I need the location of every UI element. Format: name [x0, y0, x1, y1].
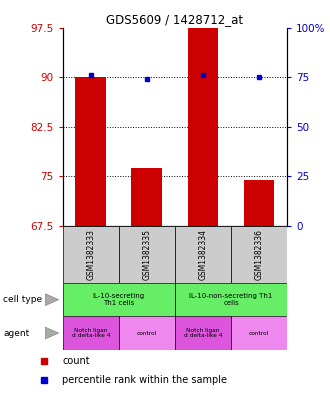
Text: agent: agent — [3, 329, 30, 338]
Bar — [131, 169, 162, 226]
Bar — [175, 283, 287, 316]
Text: Notch ligan
d delta-like 4: Notch ligan d delta-like 4 — [72, 328, 110, 338]
Text: percentile rank within the sample: percentile rank within the sample — [62, 375, 227, 386]
Text: control: control — [137, 331, 157, 336]
Text: GSM1382334: GSM1382334 — [198, 229, 208, 280]
Bar — [63, 283, 175, 316]
Text: control: control — [249, 331, 269, 336]
Bar — [175, 316, 231, 350]
Polygon shape — [45, 294, 59, 306]
Text: GSM1382335: GSM1382335 — [142, 229, 151, 280]
Bar — [63, 226, 119, 283]
Bar — [231, 226, 287, 283]
Bar — [244, 180, 275, 226]
Text: count: count — [62, 356, 90, 366]
Bar — [175, 226, 231, 283]
Text: IL-10-non-secreting Th1
cells: IL-10-non-secreting Th1 cells — [189, 293, 273, 306]
Bar — [119, 226, 175, 283]
Text: cell type: cell type — [3, 295, 43, 304]
Bar — [75, 77, 106, 226]
Text: GSM1382336: GSM1382336 — [254, 229, 264, 280]
Bar — [231, 316, 287, 350]
Text: Notch ligan
d delta-like 4: Notch ligan d delta-like 4 — [184, 328, 222, 338]
Bar — [187, 28, 218, 226]
Bar — [119, 316, 175, 350]
Polygon shape — [45, 327, 59, 339]
Text: GSM1382333: GSM1382333 — [86, 229, 95, 280]
Title: GDS5609 / 1428712_at: GDS5609 / 1428712_at — [106, 13, 244, 26]
Text: IL-10-secreting
Th1 cells: IL-10-secreting Th1 cells — [93, 293, 145, 306]
Bar — [63, 316, 119, 350]
